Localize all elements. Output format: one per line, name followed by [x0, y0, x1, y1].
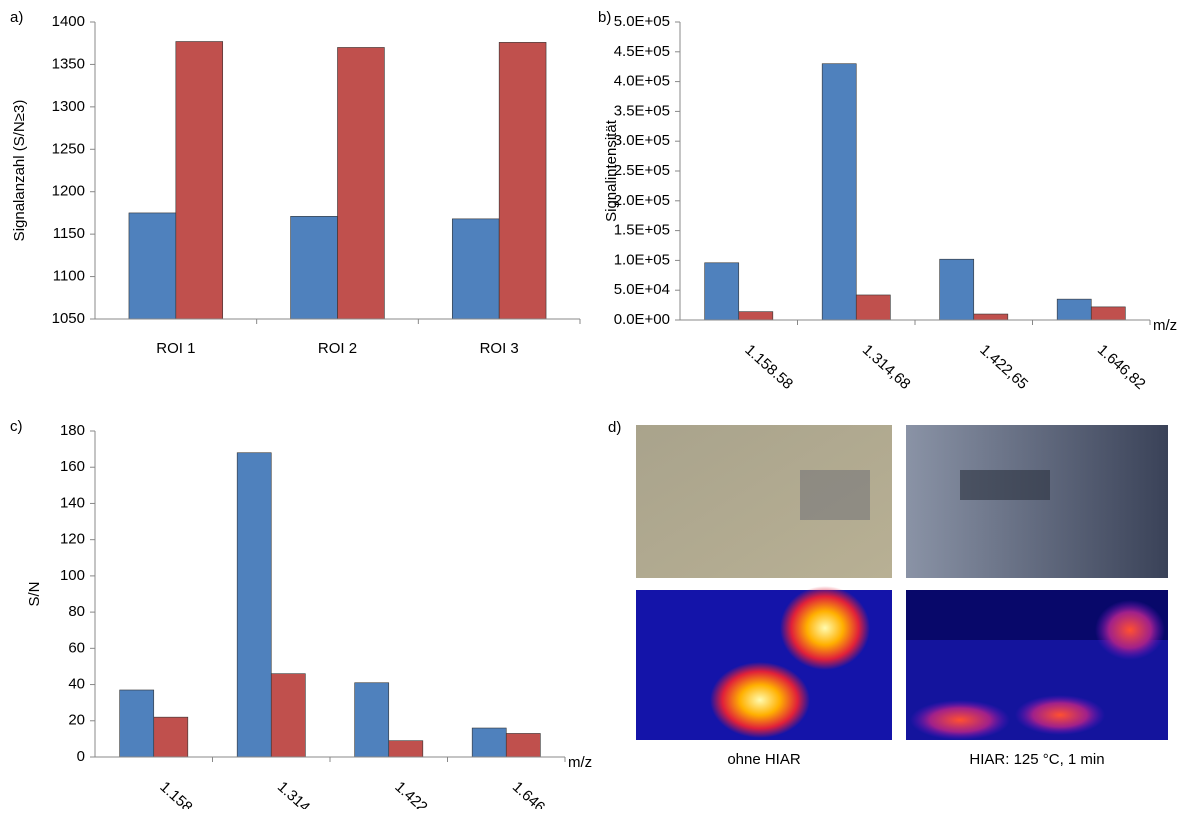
x-tick-label: 1.158,58	[156, 778, 211, 809]
y-tick-label: 1200	[52, 183, 85, 200]
image-caption: ohne HIAR	[727, 751, 801, 768]
bar	[505, 733, 541, 758]
x-tick-label: 1.422,65	[976, 341, 1031, 393]
y-tick-label: 3.0E+05	[614, 132, 670, 149]
bar	[354, 682, 390, 758]
bar	[973, 313, 1009, 321]
y-tick-label: 60	[68, 639, 85, 656]
y-tick-label: 1400	[52, 13, 85, 30]
y-tick-label: 1.5E+05	[614, 222, 670, 239]
x-axis-title: m/z	[568, 754, 592, 771]
y-tick-label: 1250	[52, 140, 85, 157]
y-tick-label: 100	[60, 567, 85, 584]
y-axis-title: S/N	[26, 581, 43, 606]
y-tick-label: 4.0E+05	[614, 73, 670, 90]
x-tick-label: 1.422,65	[391, 778, 446, 809]
y-tick-label: 2.5E+05	[614, 162, 670, 179]
x-tick-label: 1.646,82	[1094, 341, 1149, 393]
y-tick-label: 3.5E+05	[614, 102, 670, 119]
y-tick-label: 1300	[52, 98, 85, 115]
y-tick-label: 0	[77, 748, 85, 765]
x-axis-title: m/z	[1153, 317, 1177, 334]
bar	[451, 218, 500, 320]
bar	[498, 42, 547, 320]
ms-hotspot	[710, 662, 810, 738]
y-tick-label: 4.5E+05	[614, 43, 670, 60]
image-detail	[960, 470, 1050, 500]
ms-hotspot	[910, 700, 1010, 740]
y-tick-label: 20	[68, 712, 85, 729]
x-tick-label: ROI 1	[156, 340, 195, 357]
y-tick-label: 40	[68, 676, 85, 693]
panel-label: d)	[608, 419, 621, 436]
bar	[128, 212, 177, 320]
bar	[290, 216, 338, 320]
bar	[939, 258, 975, 321]
bar	[1056, 298, 1092, 321]
y-tick-label: 120	[60, 531, 85, 548]
image-detail	[800, 470, 870, 520]
y-axis-title: Signalanzahl (S/N≥3)	[11, 100, 28, 242]
y-tick-label: 1050	[52, 310, 85, 327]
panel-label: a)	[10, 9, 23, 26]
panel-label: c)	[10, 418, 23, 435]
bar	[153, 716, 189, 758]
y-axis-title: Signalintensität	[603, 119, 620, 222]
optical-image	[906, 425, 1168, 578]
bar	[119, 689, 155, 758]
ms-hotspot	[1015, 695, 1105, 735]
y-tick-label: 180	[60, 422, 85, 439]
bar	[821, 63, 857, 321]
y-tick-label: 2.0E+05	[614, 192, 670, 209]
y-tick-label: 0.0E+00	[614, 311, 670, 328]
y-tick-label: 5.0E+05	[614, 13, 670, 30]
panel-label: b)	[598, 9, 611, 26]
ms-hotspot	[780, 586, 870, 670]
x-tick-label: 1.314,68	[274, 778, 329, 809]
y-tick-label: 1.0E+05	[614, 251, 670, 268]
x-tick-label: 1.158.58	[741, 341, 796, 393]
x-tick-label: ROI 2	[318, 340, 357, 357]
y-tick-label: 1150	[53, 225, 85, 242]
bar	[738, 311, 774, 321]
y-tick-label: 160	[60, 458, 85, 475]
image-caption: HIAR: 125 °C, 1 min	[969, 751, 1104, 768]
bar	[270, 673, 306, 758]
ms-hotspot	[1095, 600, 1165, 660]
bar	[471, 727, 507, 758]
y-tick-label: 80	[68, 603, 85, 620]
y-tick-label: 1100	[53, 268, 85, 285]
image-panel: d) ohne HIAR HIAR: 125 °C, 1 min	[608, 419, 1168, 768]
x-tick-label: 1.314,68	[859, 341, 914, 393]
x-tick-label: 1.646,82	[509, 778, 564, 809]
bar	[1090, 306, 1126, 321]
bar	[175, 41, 224, 320]
bar	[704, 262, 740, 321]
y-tick-label: 1350	[52, 55, 85, 72]
bar	[337, 47, 385, 320]
y-tick-label: 5.0E+04	[614, 281, 670, 298]
x-tick-label: ROI 3	[480, 340, 519, 357]
bar	[236, 452, 272, 758]
bar	[855, 294, 891, 321]
y-tick-label: 140	[60, 494, 85, 511]
bar	[388, 740, 424, 758]
